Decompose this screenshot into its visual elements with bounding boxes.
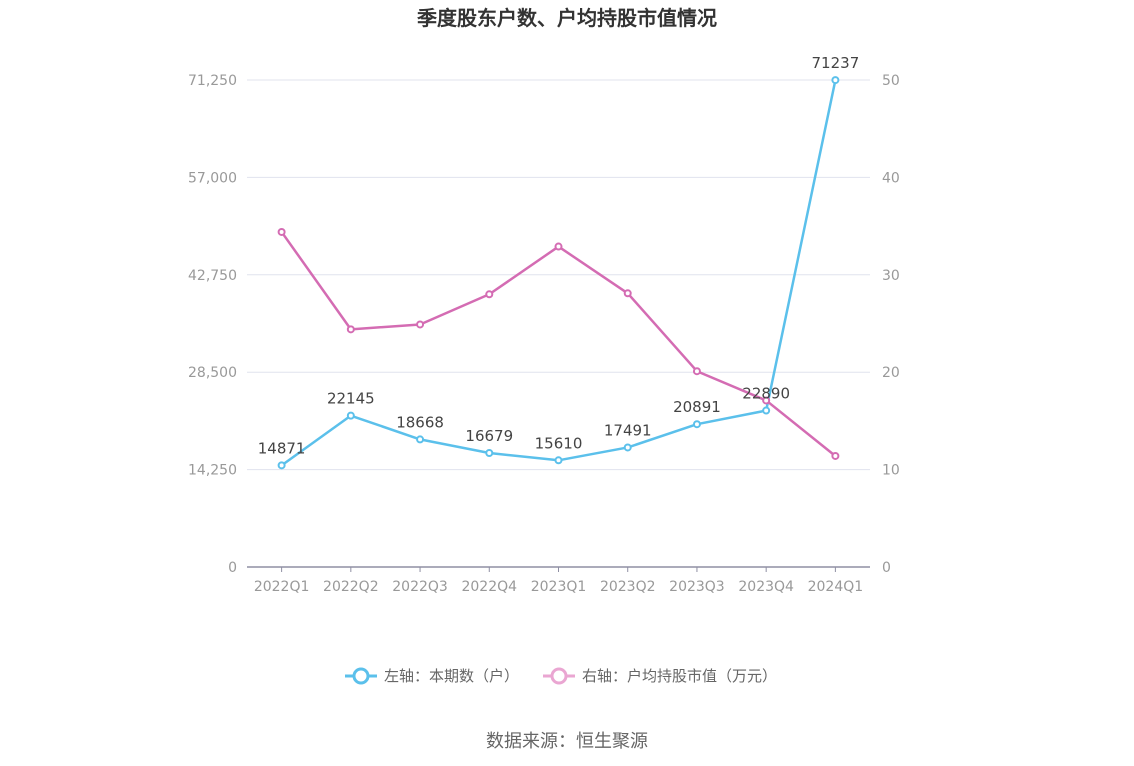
data-label-holders: 16679 [465,427,513,445]
left-axis-tick-label: 14,250 [188,463,237,479]
point-avg-value[interactable] [277,227,286,236]
data-label-holders: 18668 [396,413,444,431]
legend-right-marker [550,667,568,685]
point-avg-value[interactable] [762,396,771,405]
point-avg-value[interactable] [831,451,840,460]
x-axis-category-label: 2022Q2 [323,579,379,595]
legend-left-marker [352,667,370,685]
x-axis-category-label: 2023Q4 [738,579,794,595]
point-avg-value[interactable] [692,367,701,376]
point-avg-value[interactable] [416,320,425,329]
point-holders[interactable] [831,76,840,85]
legend-left-label: 左轴：本期数（户） [384,667,519,685]
x-axis-category-label: 2022Q4 [461,579,517,595]
x-axis-category-label: 2023Q3 [669,579,725,595]
point-holders[interactable] [692,420,701,429]
point-holders[interactable] [554,456,563,465]
series-layer [277,76,840,470]
data-label-holders: 17491 [604,421,652,439]
left-axis-tick-label: 28,500 [188,365,237,381]
legend-item-left[interactable]: 左轴：本期数（户） [345,667,519,685]
point-holders[interactable] [416,435,425,444]
legend-item-right[interactable]: 右轴：户均持股市值（万元） [543,667,777,685]
right-axis-tick-label: 30 [882,268,900,284]
series-line-avg-value [280,231,837,457]
left-axis-tick-label: 71,250 [188,73,237,89]
point-holders[interactable] [346,411,355,420]
x-axis-category-label: 2023Q2 [600,579,656,595]
point-holders[interactable] [623,443,632,452]
data-label-holders: 14871 [258,439,306,457]
data-source: 数据来源：恒生聚源 [486,731,648,752]
right-axis-tick-label: 50 [882,73,900,89]
right-axis-tick-label: 10 [882,463,900,479]
left-axis-tick-label: 42,750 [188,268,237,284]
left-axis-tick-label: 0 [228,560,237,576]
right-axis-tick-label: 0 [882,560,891,576]
point-holders[interactable] [762,406,771,415]
x-axis-category-label: 2023Q1 [531,579,587,595]
right-axis-tick-label: 20 [882,365,900,381]
data-label-holders: 20891 [673,398,721,416]
x-axis-category-label: 2022Q3 [392,579,448,595]
grid-layer [247,79,870,471]
point-avg-value[interactable] [485,290,494,299]
data-label-holders: 71237 [812,54,860,72]
chart-title: 季度股东户数、户均持股市值情况 [416,6,717,30]
point-holders[interactable] [485,448,494,457]
data-label-holders: 15610 [535,434,583,452]
axis-layer: 0 0 14,250 10 28,500 20 42,750 30 57,000 40 71,250… [188,73,900,595]
right-axis-tick-label: 40 [882,170,900,186]
data-label-holders: 22145 [327,390,375,408]
point-avg-value[interactable] [623,289,632,298]
label-layer: 14871 22145 18668 16679 15610 17491 20891 22890… [258,54,859,457]
x-axis-category-label: 2024Q1 [808,579,864,595]
legend-right-label: 右轴：户均持股市值（万元） [582,667,777,685]
point-avg-value[interactable] [554,242,563,251]
left-axis-tick-label: 57,000 [188,170,237,186]
point-avg-value[interactable] [346,325,355,334]
data-label-holders: 22890 [742,385,790,403]
x-axis-category-label: 2022Q1 [254,579,310,595]
legend: 左轴：本期数（户） 右轴：户均持股市值（万元） [345,667,777,685]
point-holders[interactable] [277,461,286,470]
